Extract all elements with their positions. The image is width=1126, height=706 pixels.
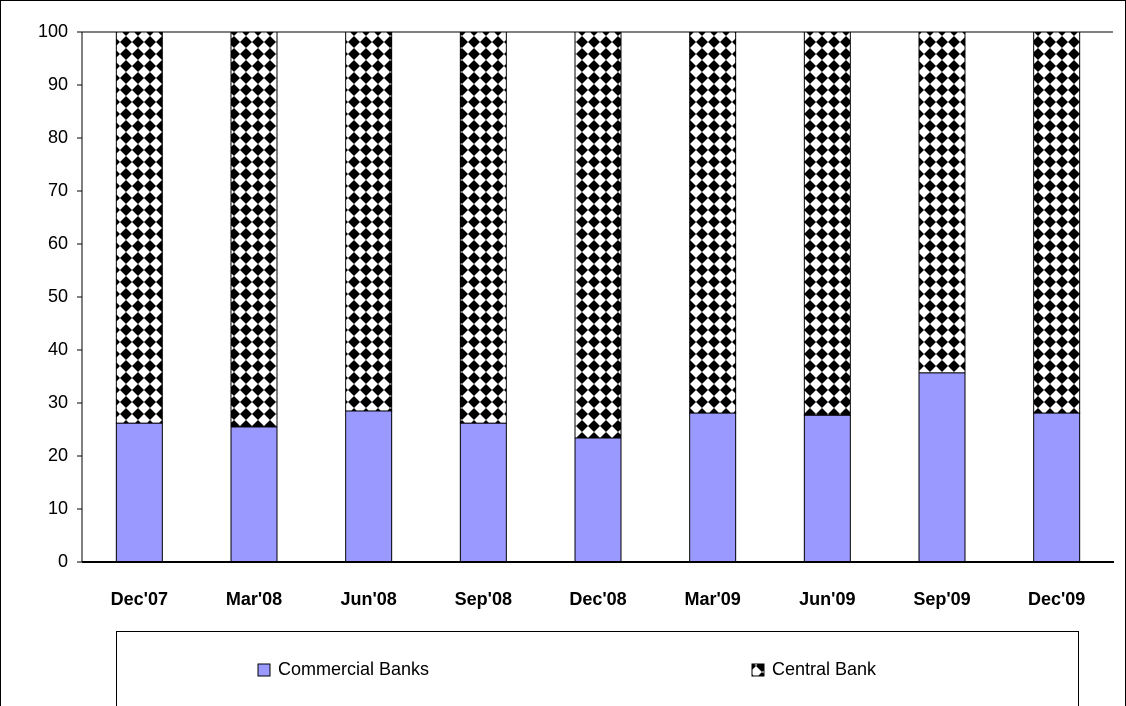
- x-tick-label: Mar'09: [685, 589, 741, 609]
- bar-segment: [918, 372, 966, 563]
- x-tick-label: Sep'08: [455, 589, 512, 609]
- y-tick-label: 90: [48, 74, 68, 94]
- x-tick-label: Sep'09: [913, 589, 970, 609]
- bar-segment: [803, 31, 851, 416]
- y-tick-label: 0: [58, 551, 68, 571]
- x-tick-label: Dec'09: [1028, 589, 1085, 609]
- y-tick-label: 30: [48, 392, 68, 412]
- x-tick-label: Jun'08: [341, 589, 397, 609]
- x-tick-label: Jun'09: [799, 589, 855, 609]
- bar-segment: [459, 31, 507, 424]
- x-tick-label: Dec'08: [569, 589, 626, 609]
- bar-segment: [689, 31, 737, 414]
- bar-segment: [574, 31, 622, 439]
- legend-box: [116, 631, 1079, 706]
- bar-segment: [803, 414, 851, 563]
- bar-segment: [689, 412, 737, 563]
- legend-swatch: [257, 663, 271, 677]
- x-tick-label: Dec'07: [111, 589, 168, 609]
- x-tick-label: Mar'08: [226, 589, 282, 609]
- bar-segment: [115, 422, 163, 563]
- bar-segment: [230, 426, 278, 563]
- y-tick-label: 70: [48, 180, 68, 200]
- legend-label: Central Bank: [772, 659, 877, 679]
- y-tick-label: 50: [48, 286, 68, 306]
- y-tick-label: 20: [48, 445, 68, 465]
- bar-segment: [574, 437, 622, 563]
- bar-segment: [1033, 31, 1081, 414]
- y-tick-label: 80: [48, 127, 68, 147]
- bar-segment: [345, 410, 393, 563]
- bar-segment: [345, 31, 393, 412]
- bar-segment: [1033, 412, 1081, 563]
- y-tick-label: 100: [38, 21, 68, 41]
- y-tick-label: 40: [48, 339, 68, 359]
- bar-segment: [918, 31, 966, 374]
- bar-segment: [115, 31, 163, 424]
- legend-label: Commercial Banks: [278, 659, 429, 679]
- y-tick-label: 60: [48, 233, 68, 253]
- legend-swatch: [751, 663, 765, 677]
- bar-segment: [230, 31, 278, 428]
- bar-segment: [459, 422, 507, 563]
- y-tick-label: 10: [48, 498, 68, 518]
